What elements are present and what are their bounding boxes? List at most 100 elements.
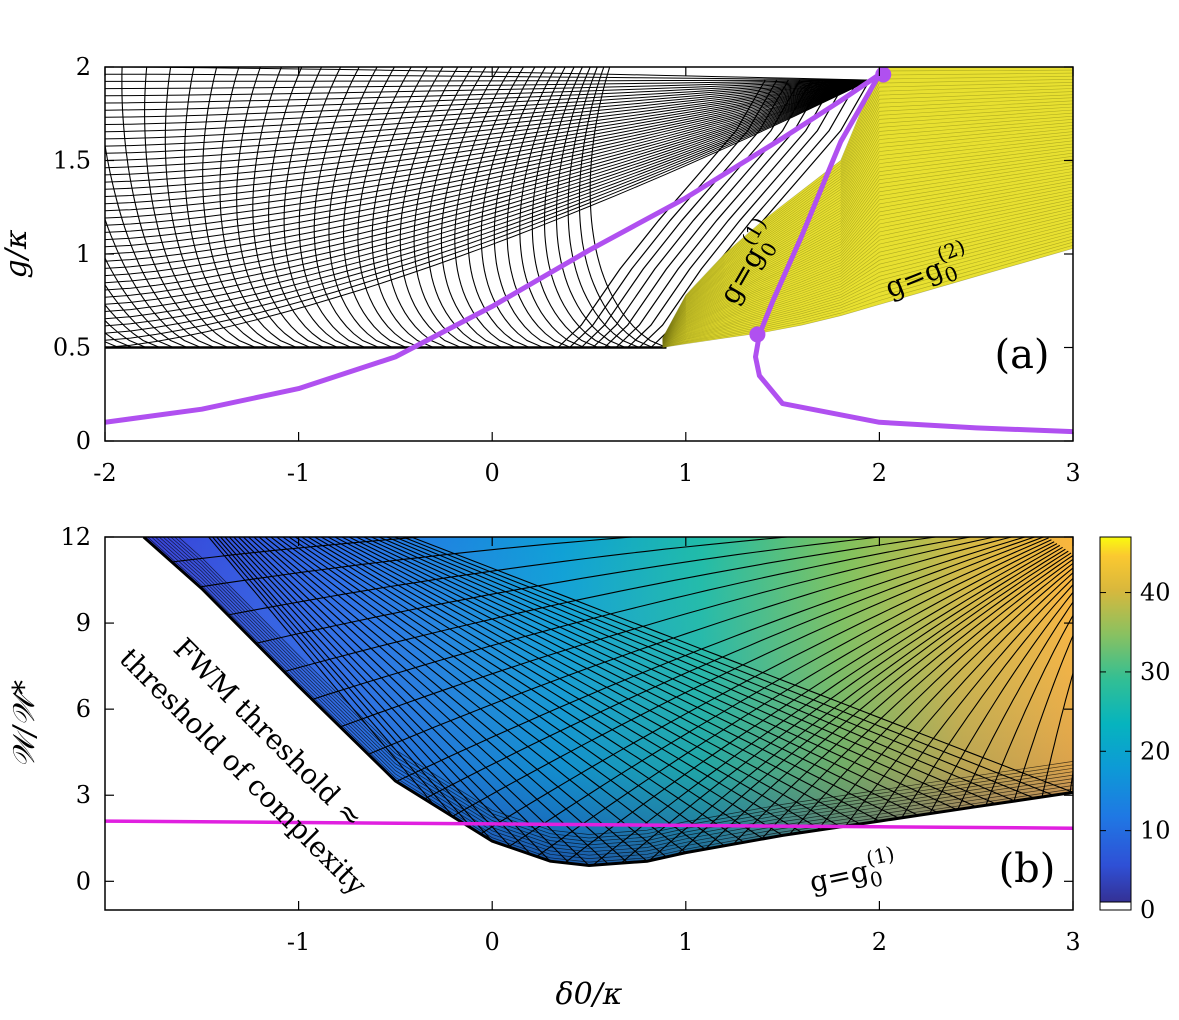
panel-a-mesh-line [105, 141, 215, 349]
panel-a-mesh-line [531, 67, 599, 349]
panel-b-xtick-label: 1 [678, 928, 693, 956]
panel-a-mesh-line [183, 67, 270, 349]
panel-b-mesh-edge [174, 537, 1073, 839]
colorbar-ticks: 0 10 20 30 40 [1100, 579, 1171, 924]
panel-a-mesh-line [105, 79, 870, 97]
panel-b-mesh-line [242, 537, 590, 866]
panel-b-mesh-line [409, 537, 1073, 793]
panel-a-yellow-stripe [662, 152, 1073, 343]
panel-a-mesh-line [105, 79, 870, 118]
panel-a-yellow-stripe [662, 165, 1073, 344]
panel-a-yellow-stripe [662, 91, 1073, 340]
panel-b-mesh-line [732, 554, 1073, 845]
panel-a-ytick-label: 0 [76, 427, 91, 455]
panel-a-yellow-stripes [662, 67, 1073, 348]
panel-b-mesh-line [300, 537, 783, 836]
panel-a-ylabel: g/κ [0, 229, 34, 278]
panel-a-mesh-line [283, 67, 352, 349]
panel-a-mesh-line [202, 67, 284, 349]
panel-a-ytick-label: 2 [76, 53, 91, 81]
panel-a-yellow-stripe [662, 189, 1073, 345]
panel-b-mesh-line [816, 567, 1073, 831]
panel-b-curves [105, 819, 1073, 830]
panel-a-yellow-stripe [662, 106, 1073, 341]
panel-a-yellow-stripe [662, 198, 1073, 346]
panel-a-mesh-line [440, 67, 503, 349]
panel-b-xtick-label: 0 [485, 928, 500, 956]
panel-b-frame [104, 536, 1074, 911]
panel-a-mesh-line [105, 79, 870, 284]
panel-b-mesh-line [283, 537, 940, 673]
panel-a-yellow-stripe [662, 205, 1073, 346]
panel-b-mesh-line [957, 601, 1073, 810]
panel-b-mesh-line [340, 537, 997, 728]
svg-text:g=g0(1): g=g0(1) [805, 841, 901, 904]
panel-b-mesh-line [258, 537, 648, 862]
panel-a-mesh-line [105, 79, 870, 140]
panel-a-yellow-stripe [662, 109, 1073, 341]
panel-b-mesh-line [312, 537, 974, 701]
panel-b-mesh-line [362, 537, 958, 811]
panel-a-yellow-stripe [662, 183, 1073, 345]
panel-a-mesh-line [105, 79, 870, 111]
panel-a-label: (a) [994, 332, 1049, 378]
panel-a-yellow-stripe [662, 217, 1073, 347]
panel-a-point [749, 326, 766, 343]
panel-a-xtick-label: -2 [93, 459, 116, 487]
panel-a-mesh-line [252, 67, 325, 349]
panel-a-yellow-stripe [662, 220, 1073, 347]
panel-a-yellow-stripe [662, 241, 1073, 348]
panel-a-mesh-line [219, 67, 297, 349]
panel-a-yellow-stripe [662, 131, 1073, 342]
panel-a-mesh-line [105, 79, 870, 277]
panel-a-mesh-edge [604, 79, 813, 348]
panel-a-yellow-stripe [662, 211, 1073, 346]
panel-b-mesh-line [377, 537, 996, 805]
panel-a-mesh-line [371, 67, 434, 349]
panel-a-ticks: -2 -1 0 1 2 3 0 0.5 1 1.5 2 [53, 53, 1081, 487]
panel-b-xtick-label: -1 [287, 928, 310, 956]
panel-a-mesh-line [467, 67, 530, 349]
panel-a-mesh-line [105, 67, 870, 81]
panel-a-mesh-line [105, 79, 870, 104]
panel-b-mesh-line [396, 537, 1027, 782]
panel-b-mesh-line [760, 558, 1073, 840]
panel-b-mesh-line [237, 537, 570, 864]
panel-b-mesh-line [385, 537, 1016, 802]
panel-b-xtick-label: 3 [1065, 928, 1080, 956]
panel-a-mesh-line [105, 79, 870, 133]
panel-b-mesh-line [1041, 671, 1073, 798]
panel-a-mesh-line [121, 67, 229, 349]
panel-b-mesh-line [269, 537, 687, 854]
panel-a-mesh-line [268, 67, 339, 349]
panel-a-yellow-stripe [662, 232, 1073, 347]
panel-b-ylabel: 𝒲/𝒲* [7, 680, 42, 768]
panel-b-mesh-edge [154, 537, 1073, 856]
panel-a-mesh-line [105, 319, 147, 349]
panel-a-mesh-line [105, 79, 870, 176]
panel-b-mesh-edge [147, 537, 1073, 863]
panel-a-mesh-line [105, 79, 870, 298]
panel-b-mesh-line [355, 537, 938, 813]
panel-a-mesh-line [105, 79, 870, 327]
panel-a-yellow-stripe [662, 112, 1073, 341]
panel-a-yellow-stripe [662, 195, 1073, 346]
panel-b-mesh-edge [178, 537, 1073, 835]
panel-b-mesh-line [320, 537, 841, 828]
panel-a-mesh-line [105, 79, 870, 226]
panel-b-ytick-label: 12 [60, 523, 91, 551]
panel-a-yellow-stripe [662, 103, 1073, 341]
panel-b-mesh-line [648, 548, 1066, 862]
panel-a-yellow-stripe [662, 146, 1073, 343]
panel-b-mesh-line [232, 537, 551, 862]
panel-a-mesh-line [105, 79, 870, 320]
panel-b-mesh-line [845, 572, 1073, 827]
panel-b-mesh-edge [170, 537, 1073, 842]
panel-b-mesh-line [369, 537, 977, 808]
panel-a-mesh-line [105, 79, 870, 233]
panel-a-yellow-region [662, 67, 1073, 348]
panel-a-yellow-stripe [662, 119, 1073, 341]
panel-a-yellow-stripe [662, 128, 1073, 342]
